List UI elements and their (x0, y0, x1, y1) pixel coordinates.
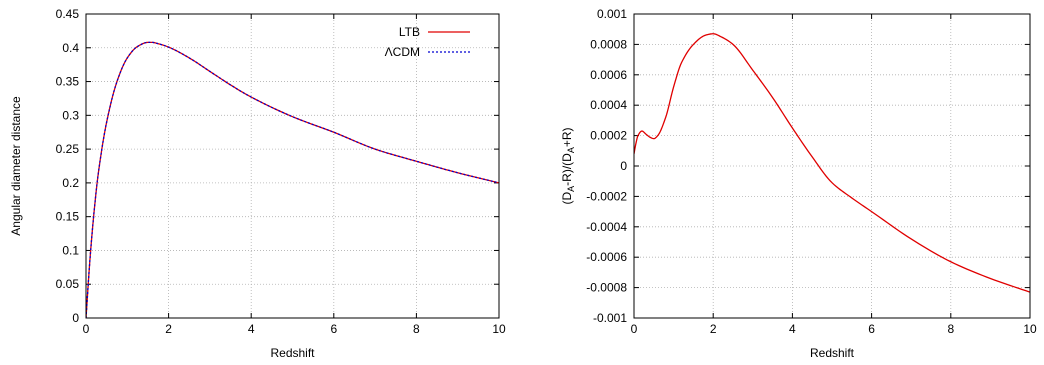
plot-frame (85, 13, 500, 319)
y-tick-label: 0 (72, 311, 79, 325)
y-axis-label: Angular diameter distance (9, 96, 23, 236)
x-tick-label: 10 (492, 322, 506, 336)
x-tick-label: 4 (248, 322, 255, 336)
y-tick-label: 0.4 (62, 41, 79, 55)
y-axis-label-part: (D (560, 192, 574, 205)
series-line-0 (634, 33, 1030, 293)
y-tick-label: 0.3 (62, 108, 79, 122)
y-tick-label: 0.1 (62, 243, 79, 257)
y-tick-label: 0.0006 (590, 68, 627, 82)
y-tick-label: 0.001 (597, 7, 627, 21)
x-tick-label: 6 (868, 322, 875, 336)
y-tick-label: 0.35 (56, 75, 80, 89)
series-line-lcdm (86, 41, 499, 318)
y-tick-label: 0.25 (56, 142, 80, 156)
y-tick-label: 0.05 (56, 277, 80, 291)
y-tick-label: 0.0004 (590, 98, 627, 112)
y-axis-label-subscript: A (566, 186, 576, 192)
x-tick-label: 6 (330, 322, 337, 336)
legend-label: LTB (399, 25, 420, 39)
right-chart: 0 2 4 6 8 10 -0.001 -0.0008 -0.0006 -0.0004 -0.000… (560, 7, 1037, 360)
left-chart: 0 2 4 6 8 10 0 0.05 0.1 0.15 0.2 0.25 0.3 0.35 0.4 0.45… (9, 7, 506, 360)
y-tick-label: 0.15 (56, 210, 80, 224)
y-tick-label: -0.0004 (586, 220, 627, 234)
y-tick-label: 0.2 (62, 176, 79, 190)
y-tick-label: -0.0006 (586, 250, 627, 264)
x-tick-label: 2 (165, 322, 172, 336)
plot-frame (633, 13, 1031, 319)
legend-label: ΛCDM (385, 45, 420, 59)
y-tick-label: -0.0008 (586, 281, 627, 295)
x-tick-label: 0 (83, 322, 90, 336)
x-tick-label: 10 (1023, 322, 1037, 336)
y-axis-label-part: -R)/(D (560, 153, 574, 186)
y-axis-label: (DA-R)/(DA+R) (560, 127, 576, 204)
y-axis-label-subscript: A (566, 147, 576, 153)
y-tick-label: 0.0002 (590, 129, 627, 143)
x-axis-label: Redshift (270, 346, 315, 360)
y-tick-label: -0.0002 (586, 189, 627, 203)
x-tick-label: 8 (413, 322, 420, 336)
y-tick-label: -0.001 (593, 311, 627, 325)
y-tick-label: 0.0008 (590, 37, 627, 51)
y-tick-label: 0.45 (56, 7, 80, 21)
series-line-ltb (86, 41, 499, 318)
y-tick-label: 0 (620, 159, 627, 173)
x-tick-label: 0 (631, 322, 638, 336)
y-axis-label-part: +R) (560, 127, 574, 147)
x-tick-label: 2 (710, 322, 717, 336)
x-axis-label: Redshift (810, 346, 855, 360)
x-tick-label: 8 (947, 322, 954, 336)
x-tick-label: 4 (789, 322, 796, 336)
